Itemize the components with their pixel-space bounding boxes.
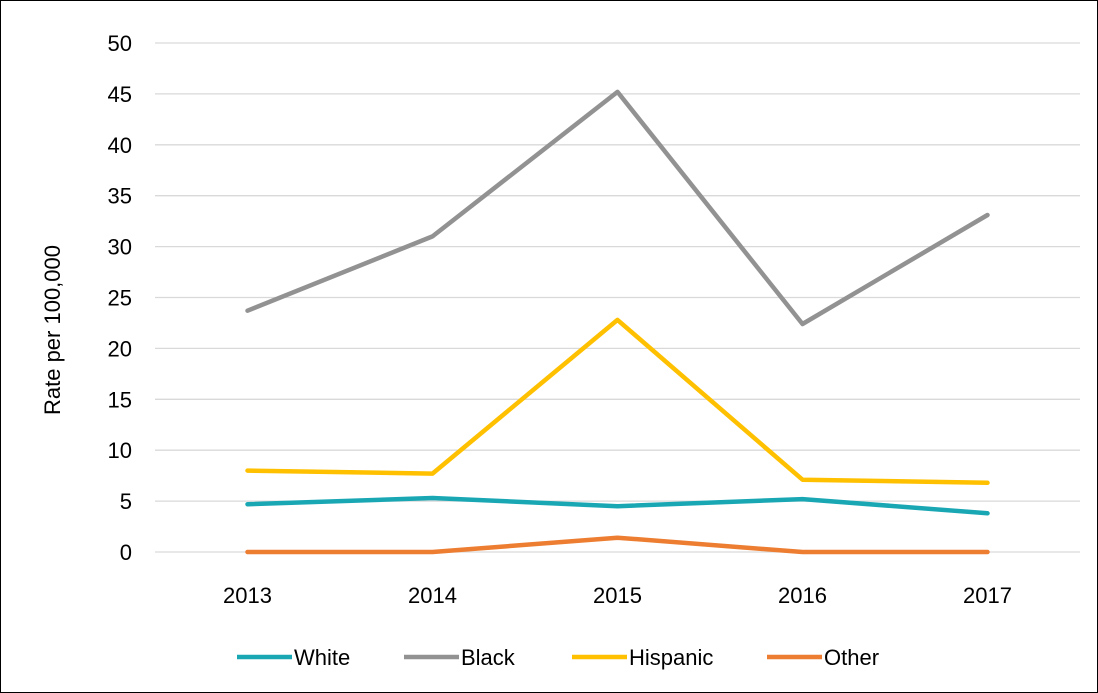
legend-label-other: Other <box>824 645 879 670</box>
series-lines <box>245 89 990 555</box>
legend-label-hispanic: Hispanic <box>629 645 713 670</box>
series-line-other <box>245 535 990 555</box>
y-tick-label: 10 <box>108 438 132 463</box>
series-line-white <box>245 495 990 516</box>
y-axis-title: Rate per 100,000 <box>40 245 65 415</box>
y-tick-label: 15 <box>108 387 132 412</box>
y-tick-label: 35 <box>108 184 132 209</box>
gridlines <box>155 42 1080 553</box>
x-tick-label: 2015 <box>593 583 642 608</box>
y-axis-ticks: 0 5 10 15 20 25 30 35 40 45 50 <box>108 31 132 565</box>
y-tick-label: 50 <box>108 31 132 56</box>
x-tick-label: 2017 <box>963 583 1012 608</box>
x-tick-label: 2014 <box>408 583 457 608</box>
y-tick-label: 25 <box>108 286 132 311</box>
x-tick-label: 2016 <box>778 583 827 608</box>
y-tick-label: 0 <box>120 540 132 565</box>
series-line-black <box>245 89 990 327</box>
y-tick-label: 40 <box>108 133 132 158</box>
x-axis-ticks: 2013 2014 2015 2016 2017 <box>223 583 1012 608</box>
y-tick-label: 5 <box>120 489 132 514</box>
series-line-hispanic <box>245 317 990 486</box>
legend-label-white: White <box>294 645 350 670</box>
legend-label-black: Black <box>461 645 516 670</box>
x-tick-label: 2013 <box>223 583 272 608</box>
y-tick-label: 45 <box>108 82 132 107</box>
y-tick-label: 20 <box>108 336 132 361</box>
legend: White Black Hispanic Other <box>237 645 879 670</box>
y-tick-label: 30 <box>108 235 132 260</box>
